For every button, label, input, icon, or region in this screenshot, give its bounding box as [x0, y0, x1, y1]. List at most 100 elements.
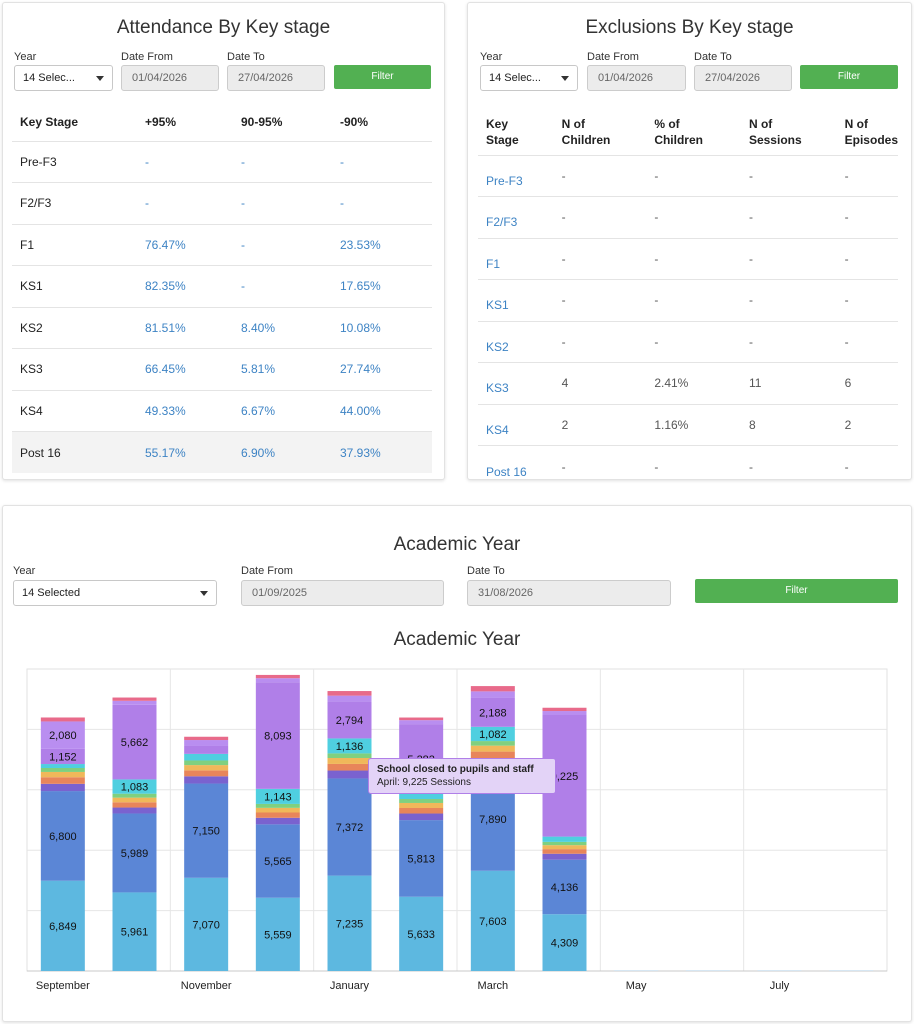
bar-segment: [542, 849, 587, 854]
value-cell: -: [553, 279, 647, 321]
data-label: 7,235: [336, 918, 364, 930]
column-header-line: % of: [654, 116, 680, 131]
attendance-date-to-input[interactable]: 27/04/2026: [227, 65, 325, 91]
bar-segment: [470, 726, 515, 742]
attendance-title: Attendance By Key stage: [116, 17, 331, 38]
key-stage-cell: F1: [12, 223, 137, 266]
bar-segment: [40, 771, 85, 778]
academic-year-header: Academic Year: [393, 534, 521, 555]
bar-segment: [184, 877, 229, 971]
data-label: 5,989: [121, 848, 149, 860]
data-label: 7,372: [336, 822, 364, 834]
bar-segment: [184, 736, 229, 741]
academic-date-to-input[interactable]: 31/08/2026: [467, 580, 671, 606]
tooltip-body: April: 9,225 Sessions: [377, 777, 471, 788]
percentage-cell: 23.53%: [332, 223, 432, 266]
bar-segment: [327, 875, 372, 971]
bar-empty: [614, 970, 659, 971]
value-cell: 6: [836, 362, 898, 404]
attendance-year-value: 14 Selec...: [23, 72, 75, 84]
data-label: 7,070: [192, 919, 220, 931]
bar-segment: [40, 748, 85, 765]
data-label: 7,603: [479, 916, 507, 928]
bar-segment: [255, 817, 300, 825]
bar-segment: [40, 764, 85, 769]
bar-segment: [112, 779, 157, 794]
academic-date-from-label: Date From: [241, 565, 293, 577]
bar-segment: [470, 751, 515, 759]
academic-date-to-label: Date To: [467, 565, 505, 577]
percentage-cell: 76.47%: [137, 223, 233, 266]
table-row: Post 16- - - -: [478, 445, 898, 487]
value-cell: 8: [740, 403, 837, 446]
bar-segment: [112, 802, 157, 808]
exclusions-filter-button[interactable]: Filter: [800, 65, 898, 89]
academic-date-from-input[interactable]: 01/09/2025: [241, 580, 444, 606]
academic-year-select[interactable]: 14 Selected: [13, 580, 217, 606]
table-row: KS4 49.33% 6.67% 44.00%: [12, 389, 432, 432]
key-stage-cell: Post 16: [12, 431, 137, 473]
bar-segment: [40, 777, 85, 784]
percentage-cell: -: [332, 140, 432, 183]
bar-segment: [327, 778, 372, 876]
attendance-card: Attendance By Key stage Year Date From D…: [2, 2, 445, 480]
bar-segment: [399, 807, 444, 814]
percentage-cell: 82.35%: [137, 265, 233, 307]
value-cell: 2: [836, 403, 898, 446]
bar-segment: [184, 776, 229, 784]
column-header-line: N of: [561, 116, 585, 131]
bar-segment: [40, 783, 85, 792]
key-stage-link[interactable]: Post 16: [478, 445, 554, 487]
percentage-cell: -: [137, 182, 233, 224]
value-cell: 11: [740, 362, 837, 404]
value-cell: -: [740, 320, 837, 363]
data-label: 4,136: [551, 882, 579, 894]
table-row: F1- - - -: [478, 237, 898, 280]
bar-segment: [327, 738, 372, 754]
percentage-cell: 6.67%: [233, 389, 332, 432]
value-cell: -: [740, 196, 837, 238]
bar-segment: [184, 740, 229, 746]
key-stage-link[interactable]: Pre-F3: [478, 154, 554, 197]
value-cell: -: [646, 196, 741, 238]
key-stage-cell: Pre-F3: [12, 140, 137, 183]
key-stage-link[interactable]: KS3: [478, 362, 554, 404]
bar-segment: [470, 691, 515, 698]
bar-segment: [112, 697, 157, 701]
percentage-cell: 27.74%: [332, 348, 432, 390]
value-cell: 2: [553, 403, 647, 446]
data-label: 2,794: [336, 715, 364, 727]
bar-segment: [542, 711, 587, 715]
value-cell: -: [553, 320, 647, 363]
attendance-date-from-input[interactable]: 01/04/2026: [121, 65, 219, 91]
bar-empty: [685, 970, 730, 971]
exclusions-year-select[interactable]: 14 Selec...: [480, 65, 578, 91]
value-cell: 4: [553, 362, 647, 404]
key-stage-link[interactable]: KS2: [478, 320, 554, 363]
attendance-year-select[interactable]: 14 Selec...: [14, 65, 113, 91]
bar-segment: [255, 682, 300, 789]
bar-segment: [327, 695, 372, 702]
bar-segment: [255, 812, 300, 818]
value-cell: 1.16%: [646, 403, 741, 446]
key-stage-link[interactable]: KS1: [478, 279, 554, 321]
bar-segment: [40, 768, 85, 772]
attendance-filter-button[interactable]: Filter: [334, 65, 431, 89]
value-cell: -: [836, 445, 898, 487]
data-label: 6,800: [49, 831, 77, 843]
exclusions-date-from-input[interactable]: 01/04/2026: [587, 65, 686, 91]
percentage-cell: 44.00%: [332, 389, 432, 432]
key-stage-link[interactable]: F1: [478, 237, 554, 280]
key-stage-link[interactable]: KS4: [478, 403, 554, 446]
data-label: 7,150: [192, 826, 220, 838]
table-row: KS4 2 1.16% 8 2: [478, 403, 898, 446]
key-stage-link[interactable]: F2/F3: [478, 196, 554, 238]
exclusions-date-to-input[interactable]: 27/04/2026: [694, 65, 792, 91]
bar-segment: [112, 807, 157, 814]
academic-filter-button[interactable]: Filter: [695, 579, 898, 603]
key-stage-cell: KS1: [12, 265, 137, 307]
bar-segment: [399, 720, 444, 725]
bar-segment: [255, 897, 300, 971]
data-label: 5,559: [264, 929, 292, 941]
value-cell: -: [553, 237, 647, 280]
